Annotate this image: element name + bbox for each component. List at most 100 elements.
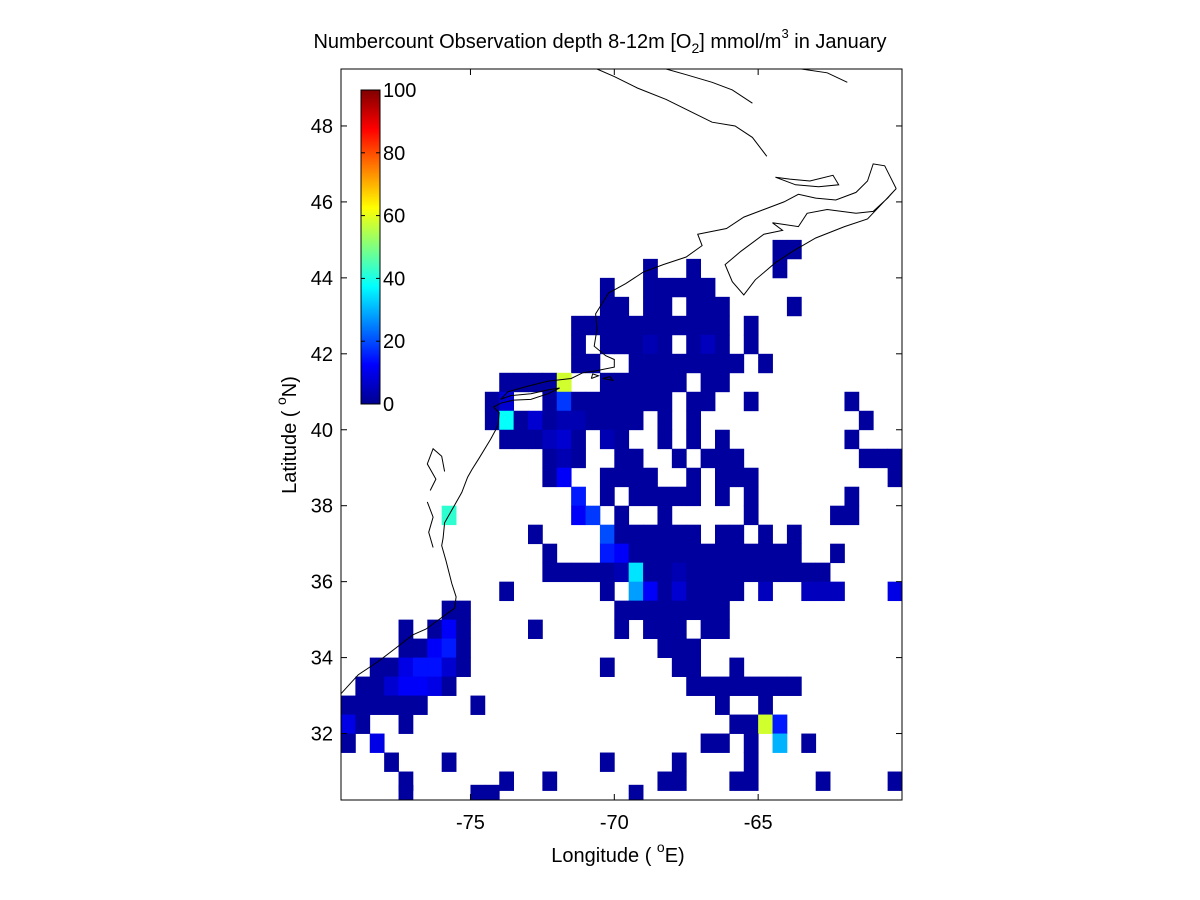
heatmap-cell bbox=[715, 486, 730, 507]
heatmap-cell bbox=[715, 676, 730, 696]
heatmap-cell bbox=[427, 638, 443, 658]
title-prefix: Numbercount Observation depth 8-12m [O bbox=[313, 31, 692, 53]
heatmap-cell bbox=[758, 353, 773, 374]
heatmap-cell bbox=[643, 619, 658, 640]
heatmap-cell bbox=[758, 543, 773, 564]
heatmap-cell bbox=[614, 410, 630, 431]
heatmap-cell bbox=[686, 334, 702, 355]
heatmap-cell bbox=[671, 353, 687, 374]
heatmap-cell bbox=[369, 676, 385, 696]
heatmap-cell bbox=[355, 714, 371, 734]
heatmap-cell bbox=[599, 277, 615, 298]
heatmap-cell bbox=[815, 771, 831, 791]
chart-title: Numbercount Observation depth 8-12m [O2]… bbox=[0, 26, 1200, 56]
heatmap-cell bbox=[513, 410, 529, 431]
heatmap-cell bbox=[657, 524, 673, 545]
heatmap-cell bbox=[614, 600, 630, 621]
heatmap-cell bbox=[571, 562, 586, 583]
heatmap-cell bbox=[873, 448, 889, 469]
heatmap-cell bbox=[355, 695, 371, 715]
heatmap-cell bbox=[743, 467, 759, 488]
heatmap-cell bbox=[542, 391, 558, 412]
heatmap-cell bbox=[772, 239, 788, 260]
heatmap-cell bbox=[657, 581, 673, 602]
heatmap-cell bbox=[614, 372, 630, 393]
heatmap-cell bbox=[614, 467, 630, 488]
heatmap-cell bbox=[686, 638, 702, 658]
heatmap-cell bbox=[844, 486, 860, 507]
heatmap-cell bbox=[671, 638, 687, 658]
heatmap-cell bbox=[715, 448, 730, 469]
title-suffix: in January bbox=[788, 31, 887, 53]
heatmap-cell bbox=[412, 695, 428, 715]
heatmap-cell bbox=[643, 600, 658, 621]
heatmap-cell bbox=[412, 676, 428, 696]
heatmap-cell bbox=[729, 353, 745, 374]
heatmap-cell bbox=[844, 429, 860, 450]
heatmap-cell bbox=[398, 676, 414, 696]
heatmap-cell bbox=[599, 372, 615, 393]
heatmap-cell bbox=[686, 410, 702, 431]
heatmap-cell bbox=[801, 562, 817, 583]
heatmap-cell bbox=[671, 581, 687, 602]
heatmap-cell bbox=[729, 714, 745, 734]
heatmap-cell bbox=[542, 410, 558, 431]
heatmap-cell bbox=[772, 714, 788, 734]
heatmap-cell bbox=[412, 657, 428, 677]
heatmap-cell bbox=[355, 676, 371, 696]
heatmap-cell bbox=[715, 562, 730, 583]
heatmap-cell bbox=[801, 733, 817, 753]
heatmap-cell bbox=[341, 733, 356, 753]
heatmap-cell bbox=[743, 714, 759, 734]
heatmap-cell bbox=[441, 619, 457, 640]
heatmap-cell bbox=[643, 296, 658, 317]
heatmap-cell bbox=[628, 543, 644, 564]
heatmap-cell bbox=[384, 676, 399, 696]
heatmap-cell bbox=[786, 543, 802, 564]
heatmap-cell bbox=[599, 562, 615, 583]
heatmap-cell bbox=[412, 638, 428, 658]
heatmap-cell bbox=[671, 315, 687, 336]
heatmap-cell bbox=[671, 657, 687, 677]
heatmap-cell bbox=[715, 619, 730, 640]
heatmap-cell bbox=[542, 372, 558, 393]
colorbar-gradient bbox=[360, 89, 381, 405]
heatmap-cell bbox=[772, 676, 788, 696]
heatmap-cell bbox=[700, 619, 716, 640]
heatmap-cell bbox=[628, 391, 644, 412]
heatmap-cell bbox=[743, 733, 759, 753]
heatmap-cell bbox=[643, 543, 658, 564]
heatmap-cell bbox=[772, 543, 788, 564]
heatmap-cell bbox=[643, 524, 658, 545]
heatmap-cell bbox=[528, 429, 543, 450]
heatmap-cell bbox=[715, 296, 730, 317]
coastline bbox=[801, 69, 848, 83]
heatmap-cell bbox=[628, 448, 644, 469]
plot-frame bbox=[340, 68, 903, 801]
heatmap-cell bbox=[599, 581, 615, 602]
heatmap-cell bbox=[772, 562, 788, 583]
heatmap-cell bbox=[542, 562, 558, 583]
heatmap-cell bbox=[686, 657, 702, 677]
coastline bbox=[602, 376, 615, 382]
heatmap-cell bbox=[441, 657, 457, 677]
heatmap-cell bbox=[715, 543, 730, 564]
colorbar-tick-label: 40 bbox=[383, 268, 405, 290]
heatmap-cell bbox=[801, 581, 817, 602]
heatmap-cell bbox=[887, 771, 902, 791]
heatmap-cell bbox=[758, 562, 773, 583]
heatmap-cell bbox=[585, 391, 601, 412]
heatmap-cell bbox=[858, 448, 874, 469]
heatmap-cell bbox=[542, 429, 558, 450]
heatmap-cell bbox=[671, 524, 687, 545]
colorbar-tick-label: 80 bbox=[383, 143, 405, 165]
heatmap-cell bbox=[628, 562, 644, 583]
heatmap-cell bbox=[700, 562, 716, 583]
heatmap-cell bbox=[686, 315, 702, 336]
heatmap-cell bbox=[614, 315, 630, 336]
heatmap-cell bbox=[599, 524, 615, 545]
heatmap-cell bbox=[700, 372, 716, 393]
heatmap-cell bbox=[384, 695, 399, 715]
heatmap-cell bbox=[643, 315, 658, 336]
